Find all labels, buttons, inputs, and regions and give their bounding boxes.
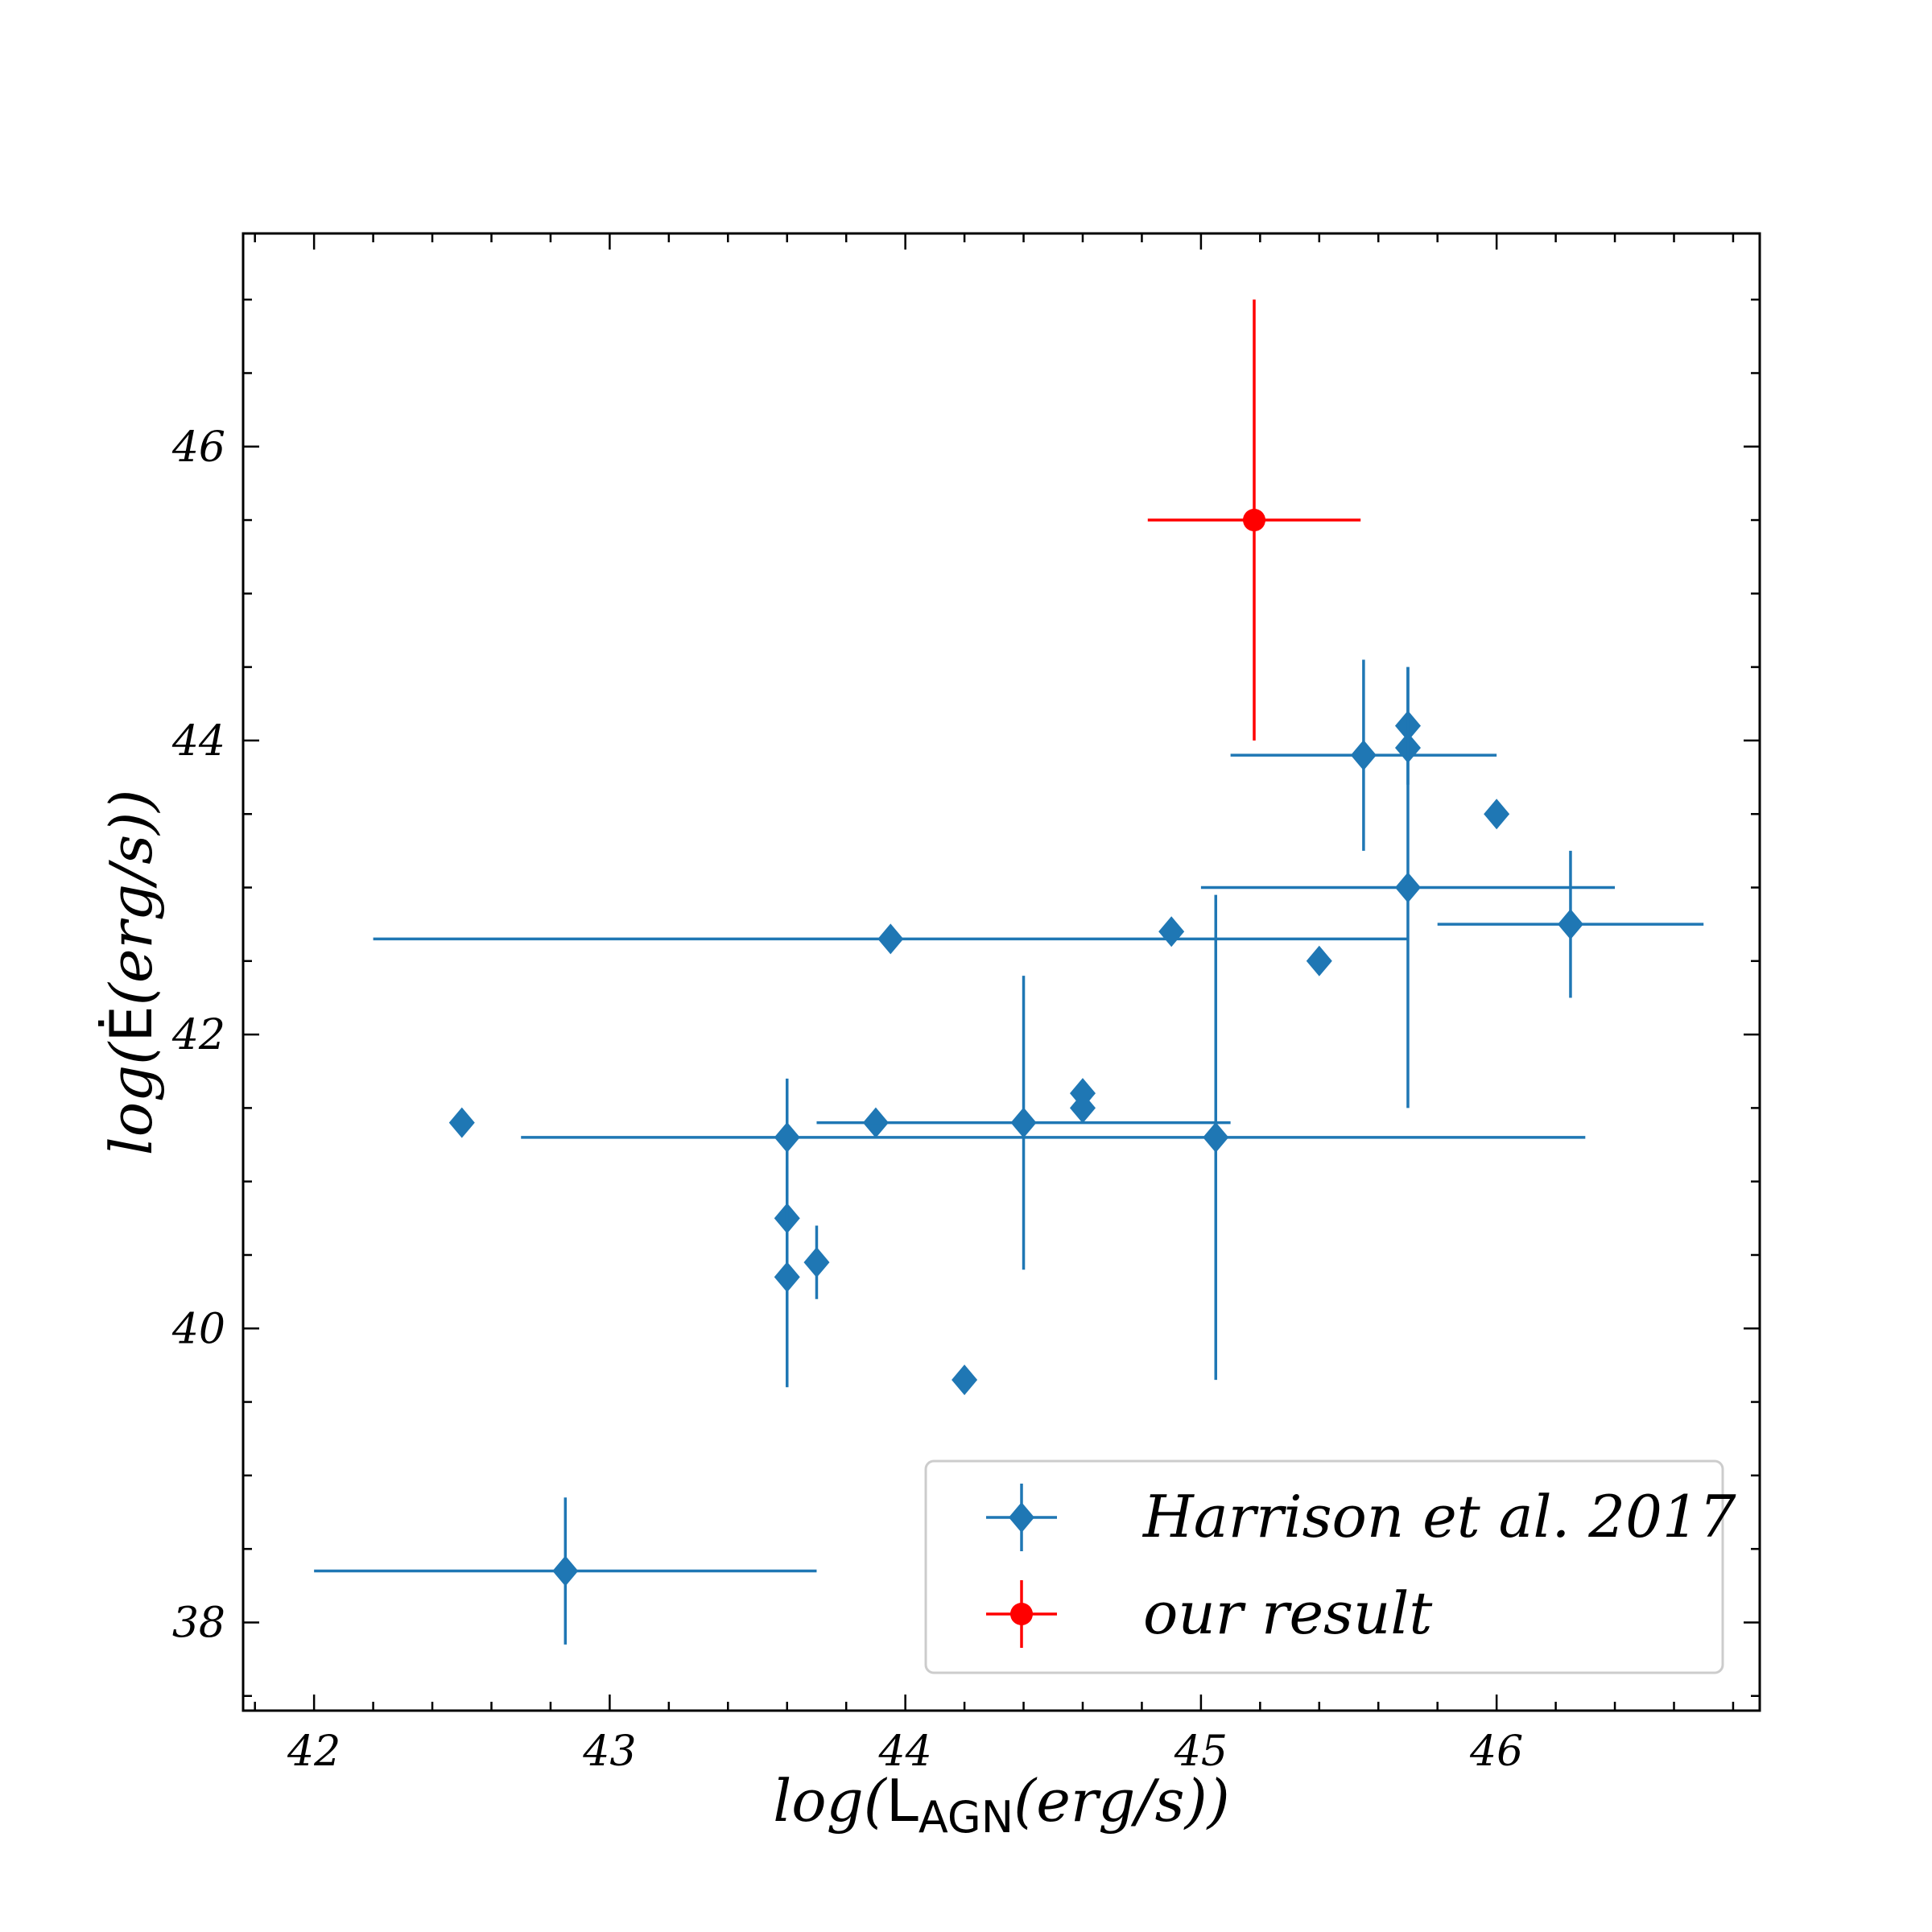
data-point — [1394, 872, 1421, 903]
data-point — [1484, 799, 1510, 830]
legend-label: our result — [1143, 1579, 1433, 1647]
legend-entry: our result — [986, 1579, 1433, 1648]
data-point — [877, 923, 904, 955]
data-point — [1069, 1092, 1096, 1124]
x-tick-label: 45 — [1174, 1728, 1228, 1776]
legend: Harrison et al. 2017 our result — [924, 1459, 1736, 1674]
data-point — [1306, 945, 1332, 976]
data-point — [1158, 916, 1185, 947]
data-point — [774, 1121, 800, 1153]
x-tick-label: 46 — [1469, 1728, 1523, 1776]
data-point — [448, 1107, 475, 1138]
legend-box — [924, 1459, 1724, 1674]
x-tick-label: 44 — [878, 1728, 932, 1776]
tick-labels: 42 43 44 45 46 38 40 42 44 46 — [171, 423, 1523, 1776]
y-tick-label: 40 — [171, 1305, 225, 1353]
legend-entry: Harrison et al. 2017 — [986, 1483, 1736, 1551]
legend-entries: Harrison et al. 2017 our result — [986, 1483, 1736, 1648]
data-series — [314, 299, 1704, 1645]
tick-marks — [243, 233, 1760, 1711]
data-point — [552, 1555, 579, 1587]
data-point — [1010, 1107, 1037, 1138]
series-our-result — [1147, 299, 1361, 741]
y-tick-label: 42 — [171, 1011, 225, 1059]
y-axis-title: log(Ė(erg/s)) — [97, 790, 165, 1156]
data-point — [1203, 1121, 1229, 1153]
x-axis-title: log(LAGN(erg/s)) — [773, 1767, 1230, 1843]
legend-marker — [1009, 1502, 1034, 1533]
y-tick-label: 46 — [171, 423, 225, 472]
x-tick-label: 43 — [582, 1728, 636, 1776]
data-point — [1557, 909, 1583, 940]
y-tick-label: 38 — [172, 1599, 225, 1647]
y-tick-label: 44 — [171, 717, 225, 766]
data-point — [952, 1364, 978, 1396]
data-point — [803, 1247, 830, 1278]
legend-label: Harrison et al. 2017 — [1141, 1483, 1736, 1550]
data-point — [1243, 509, 1265, 532]
data-point — [1350, 740, 1377, 771]
x-tick-label: 42 — [287, 1728, 341, 1776]
legend-marker — [1010, 1603, 1033, 1625]
plot-frame — [242, 232, 1761, 1712]
data-point — [774, 1261, 800, 1293]
series-harrison-et-al-2017 — [314, 659, 1704, 1645]
